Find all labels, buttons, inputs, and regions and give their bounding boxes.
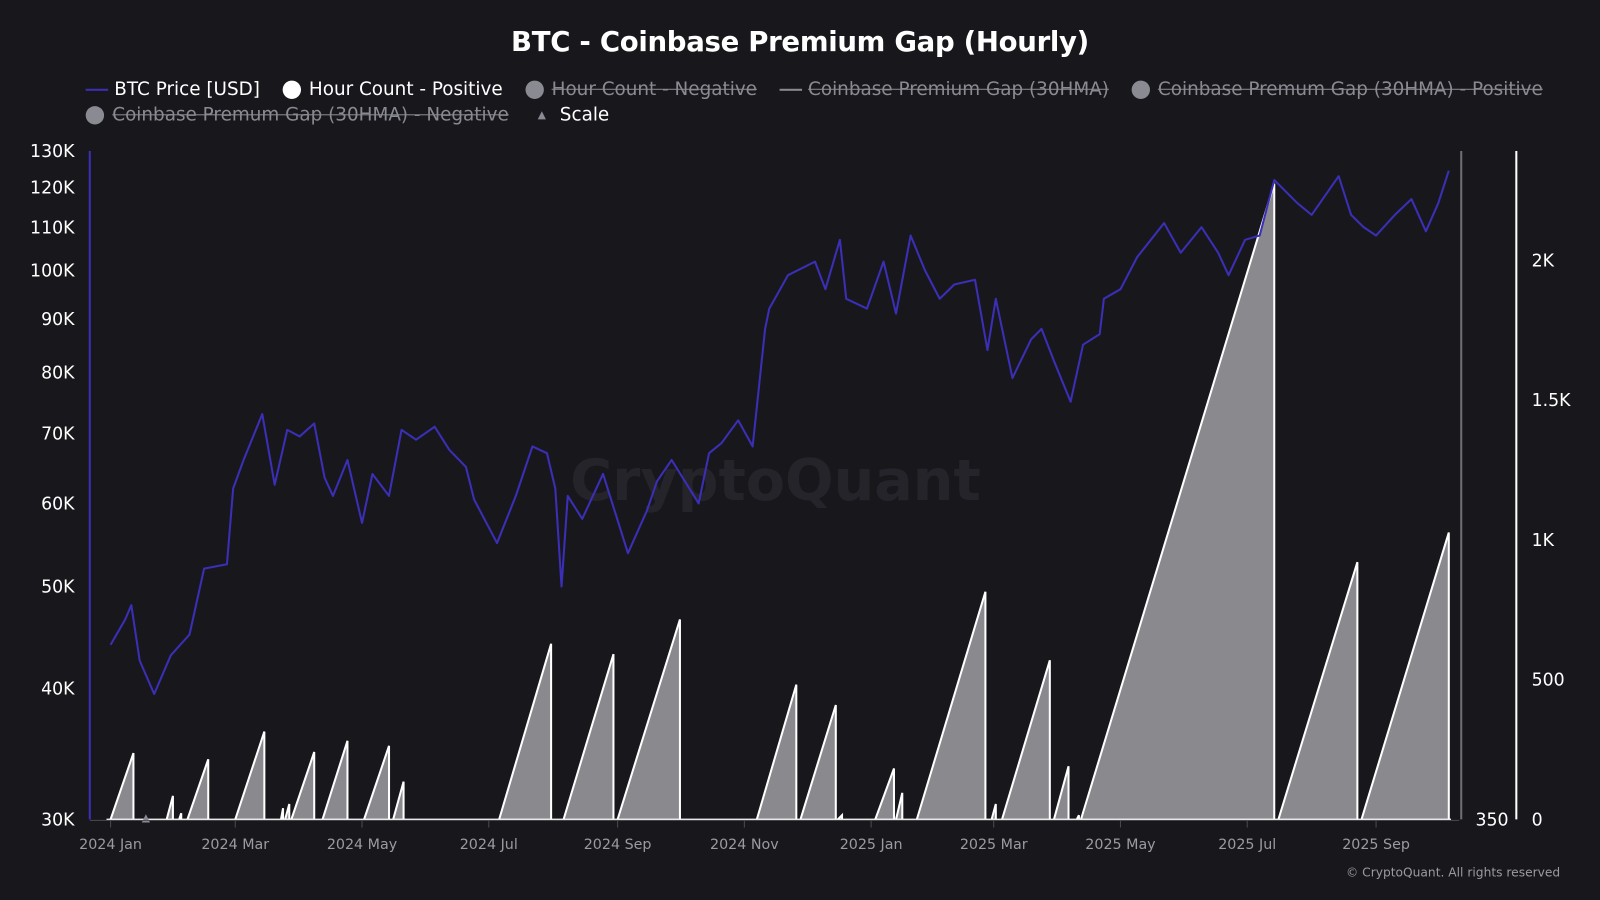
hour-count-line — [1001, 660, 1051, 820]
legend-row-2: Coinbase Premum Gap (30HMA) - Negative S… — [85, 104, 632, 126]
legend-hour-count-positive[interactable]: Hour Count - Positive — [282, 78, 503, 101]
y-left-tick-label: 110K — [30, 218, 75, 238]
y-left-tick-label: 90K — [41, 310, 75, 330]
legend-label: Coinbase Premium Gap (30HMA) — [808, 78, 1109, 101]
legend-label: Coinbase Premum Gap (30HMA) - Positive — [1157, 78, 1543, 101]
hour-count-line — [279, 808, 285, 820]
hour-count-line — [915, 591, 987, 820]
x-tick-label: 2025 Mar — [960, 837, 1028, 853]
hour-count-line — [178, 812, 183, 820]
legend-label: Hour Count - Positive — [308, 78, 503, 101]
hour-count-line — [837, 812, 844, 821]
legend-btc-price[interactable]: BTC Price [USD] — [85, 78, 260, 101]
hour-count-line — [1277, 561, 1359, 820]
x-tick-label: 2024 Mar — [201, 837, 269, 853]
legend-premium-gap-positive[interactable]: Coinbase Premum Gap (30HMA) - Positive — [1131, 78, 1543, 101]
hour-count-line — [363, 745, 391, 820]
hour-count-line — [755, 684, 798, 820]
legend-label: Coinbase Premum Gap (30HMA) - Negative — [112, 104, 509, 126]
hour-count-line — [392, 781, 405, 820]
hour-count-area — [837, 815, 843, 820]
copyright: © CryptoQuant. All rights reserved — [1346, 865, 1561, 880]
hour-count-line — [990, 803, 997, 820]
legend-hour-count-negative[interactable]: Hour Count - Negative — [525, 79, 757, 100]
y-left-tick-label: 30K — [41, 811, 75, 831]
legend-premium-gap-negative[interactable]: Coinbase Premum Gap (30HMA) - Negative — [85, 104, 509, 126]
legend-scale[interactable]: Scale — [531, 104, 610, 126]
legend-label: Scale — [559, 104, 610, 126]
hour-count-line — [562, 653, 615, 820]
y-left-tick-label: 70K — [41, 424, 75, 444]
legend-label: BTC Price [USD] — [114, 78, 260, 101]
y-left-tick-label: 120K — [30, 179, 75, 199]
hour-count-line — [874, 768, 895, 820]
hour-count-line — [284, 803, 291, 820]
circle-swatch-icon — [1131, 80, 1150, 99]
legend-label: Hour Count - Negative — [551, 78, 758, 101]
hour-count-line — [1360, 532, 1450, 820]
line-swatch-icon — [85, 88, 109, 91]
x-tick-label: 2024 Sep — [584, 837, 652, 853]
x-tick-label: 2025 Jan — [840, 837, 903, 853]
circle-swatch-icon — [525, 80, 544, 99]
chart-title: BTC - Coinbase Premium Gap (Hourly) — [511, 26, 1089, 59]
x-tick-label: 2025 Sep — [1342, 837, 1410, 853]
hour-count-area — [285, 804, 290, 820]
x-tick-label: 2025 Jul — [1218, 837, 1276, 853]
hour-count-area — [187, 759, 209, 820]
hour-count-line — [1052, 765, 1070, 820]
hour-count-line — [234, 731, 266, 820]
scale-axis-tick-label: 350 — [1476, 811, 1509, 831]
hour-count-line — [616, 619, 681, 820]
y-left-tick-label: 60K — [41, 495, 75, 515]
x-tick-label: 2024 Jan — [79, 837, 142, 853]
y-left-tick-label: 80K — [41, 363, 75, 383]
triangle-swatch-icon — [537, 110, 546, 119]
hour-count-area — [991, 804, 996, 820]
y-left-tick-label: 50K — [41, 578, 75, 598]
y-left-tick-label: 40K — [41, 679, 75, 699]
circle-swatch-icon — [85, 105, 105, 124]
y-right-tick-label: 2K — [1532, 251, 1555, 271]
y-left-tick-label: 100K — [30, 262, 75, 282]
hour-count-line — [290, 751, 316, 820]
legend-row-1: BTC Price [USD] Hour Count - Positive Ho… — [85, 78, 1566, 101]
hour-count-area — [393, 781, 404, 820]
y-right-tick-label: 1.5K — [1532, 391, 1572, 411]
btc-price-line — [109, 170, 1450, 696]
x-tick-label: 2025 May — [1085, 837, 1156, 853]
x-tick-label: 2024 Jul — [460, 837, 518, 853]
y-right-tick-label: 0 — [1532, 811, 1543, 831]
x-tick-label: 2024 Nov — [710, 837, 779, 853]
hour-count-line — [1075, 814, 1080, 820]
circle-swatch-icon — [282, 80, 301, 99]
y-right-tick-label: 1K — [1532, 531, 1555, 551]
hour-count-line — [895, 792, 904, 820]
y-left-tick-label: 130K — [30, 142, 75, 162]
watermark: CryptoQuant — [570, 448, 981, 514]
hour-count-line — [321, 740, 349, 820]
hour-count-line — [165, 795, 174, 820]
legend-premium-gap[interactable]: Coinbase Premium Gap (30HMA) — [779, 78, 1109, 101]
hour-count-line — [498, 643, 553, 820]
hour-count-line — [799, 704, 837, 820]
scale-marker — [141, 814, 150, 823]
line-swatch-icon — [779, 88, 802, 91]
hour-count-line — [186, 758, 210, 820]
hour-count-line — [109, 752, 135, 820]
y-right-tick-label: 500 — [1532, 671, 1565, 691]
x-tick-label: 2024 May — [327, 837, 398, 853]
